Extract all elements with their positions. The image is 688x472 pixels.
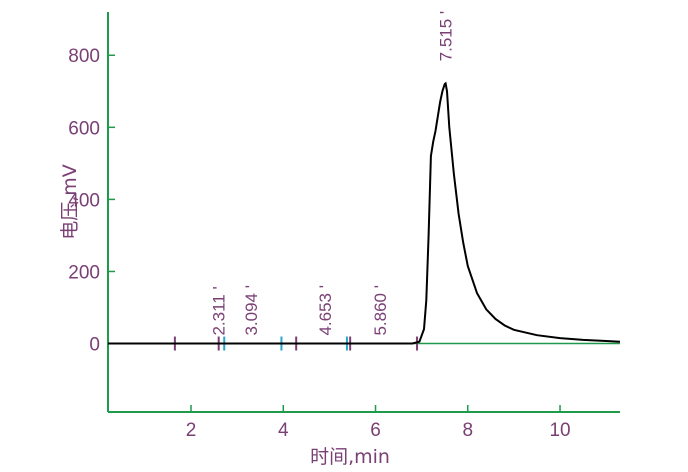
- x-tick-label: 4: [278, 420, 289, 441]
- peak-label: 5.860 ': [371, 285, 390, 336]
- peak-label: 7.515 ': [436, 11, 455, 62]
- peak-label: 3.094 ': [242, 285, 261, 336]
- y-tick-label: 200: [68, 262, 100, 283]
- y-tick-label: 600: [68, 118, 100, 139]
- y-tick-label: 400: [68, 190, 100, 211]
- x-tick-label: 6: [370, 420, 381, 441]
- x-tick-label: 8: [462, 420, 473, 441]
- x-axis-label: 时间,min: [310, 446, 390, 468]
- y-tick-label: 0: [89, 335, 100, 356]
- x-tick-label: 10: [549, 420, 570, 441]
- peak-label: 2.311 ': [210, 286, 229, 335]
- y-axis-label: 电压,mV: [59, 164, 81, 240]
- y-tick-label: 800: [68, 46, 100, 67]
- ticks: 0 200 400 600 800 2 4 6 8 10: [68, 46, 570, 441]
- series-trace: [108, 81, 621, 345]
- axes: [107, 12, 620, 413]
- peak-label: 4.653 ': [316, 285, 335, 336]
- peak-labels: 2.311 ' 3.094 ' 4.653 ' 5.860 ' 7.515 ': [210, 11, 456, 336]
- x-tick-label: 2: [186, 420, 197, 441]
